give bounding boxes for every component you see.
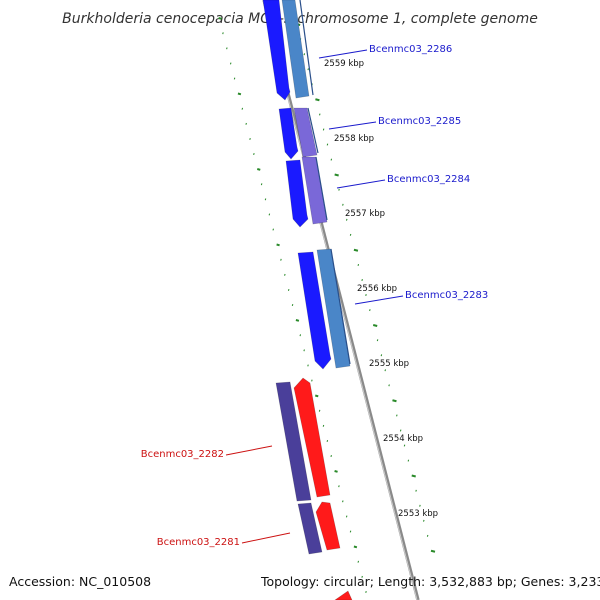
outer-tick bbox=[392, 399, 397, 403]
purple-partner-bar bbox=[293, 107, 318, 158]
position-label: 2558 kbp bbox=[334, 134, 374, 144]
position-label: 2555 kbp bbox=[369, 359, 409, 369]
inner-tick bbox=[276, 243, 280, 247]
outer-tick bbox=[315, 98, 320, 102]
outer-tick bbox=[353, 248, 359, 252]
blue-partner-bar bbox=[316, 248, 351, 369]
bar-edge bbox=[299, 0, 314, 96]
blue-gene-arrow bbox=[297, 251, 332, 370]
gene-features bbox=[262, 0, 353, 600]
inner-tick bbox=[334, 470, 338, 473]
outer-tick-ring bbox=[295, 23, 436, 553]
gene-leader-line bbox=[241, 532, 291, 544]
gene-leader-line bbox=[318, 49, 368, 59]
gene-label: Bcenmc03_2281 bbox=[157, 537, 240, 548]
gene-leader-line bbox=[225, 445, 273, 456]
blue-partner-bar bbox=[281, 0, 310, 99]
bar-edge bbox=[307, 107, 319, 154]
inner-tick bbox=[218, 17, 222, 20]
gene-label: Bcenmc03_2283 bbox=[405, 290, 488, 301]
outer-tick bbox=[372, 324, 378, 327]
inner-tick bbox=[314, 394, 319, 398]
inner-tick-ring bbox=[218, 17, 367, 593]
red-gene-arrow bbox=[315, 501, 341, 551]
dark-partner-bar bbox=[297, 502, 323, 555]
accession-text: Accession: NC_010508 bbox=[9, 574, 152, 589]
blue-gene-arrow bbox=[262, 0, 291, 101]
dark-partner-bar bbox=[275, 381, 312, 502]
inner-tick bbox=[237, 92, 242, 96]
inner-tick bbox=[353, 545, 358, 549]
blue-gene-arrow bbox=[278, 107, 299, 160]
gene-label: Bcenmc03_2286 bbox=[369, 44, 452, 55]
outer-tick bbox=[430, 549, 436, 553]
genome-summary-text: Topology: circular; Length: 3,532,883 bp… bbox=[261, 574, 600, 589]
gene-label: Bcenmc03_2285 bbox=[378, 116, 461, 127]
position-label: 2553 kbp bbox=[398, 509, 438, 519]
position-label: 2559 kbp bbox=[324, 59, 364, 69]
position-label: 2554 kbp bbox=[383, 434, 423, 444]
bar-edge bbox=[315, 156, 328, 221]
inner-tick bbox=[257, 168, 261, 171]
gene-label: Bcenmc03_2282 bbox=[141, 449, 224, 460]
labels: 2559 kbp 2558 kbp 2557 kbp 2556 kbp 2555 kbp… bbox=[141, 44, 489, 548]
position-label: 2557 kbp bbox=[345, 209, 385, 219]
map-title: Burkholderia cenocepacia MC0-3 chromosom… bbox=[62, 11, 538, 27]
outer-tick bbox=[411, 474, 416, 478]
gene-leader-line bbox=[354, 295, 404, 305]
gene-label: Bcenmc03_2284 bbox=[387, 174, 470, 185]
purple-partner-bar bbox=[301, 156, 328, 225]
gene-leader-line bbox=[328, 121, 377, 130]
bar-edge bbox=[330, 248, 351, 365]
inner-tick bbox=[295, 319, 300, 322]
backbone-line bbox=[262, 0, 420, 600]
blue-gene-arrow bbox=[285, 159, 309, 228]
red-gene-arrow bbox=[293, 377, 331, 498]
outer-tick bbox=[334, 173, 339, 177]
red-gene-arrow bbox=[334, 590, 353, 600]
position-label: 2556 kbp bbox=[357, 284, 397, 294]
gene-leader-line bbox=[336, 179, 386, 189]
